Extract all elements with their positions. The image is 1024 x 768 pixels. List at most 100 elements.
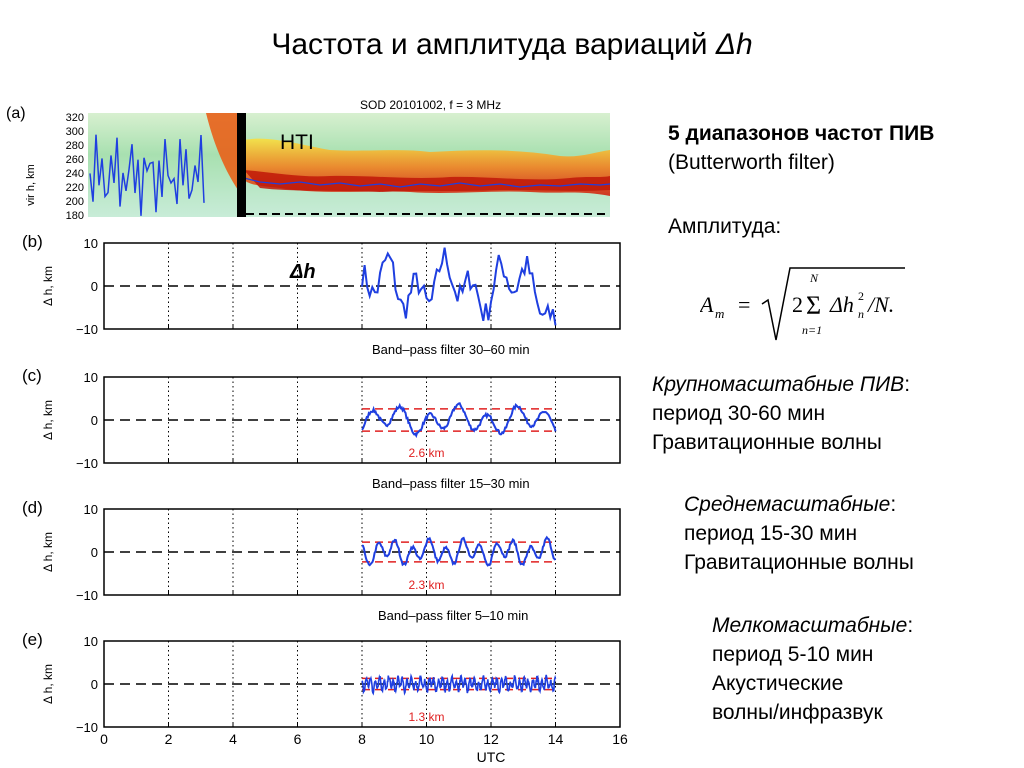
small-scale-period: период 5-10 мин [712,643,874,666]
panel-label: (b) [22,232,43,251]
formula-term-sub: n [858,307,864,321]
filter-title: Band–pass filter 30–60 min [372,342,530,357]
bands-title: 5 диапазонов частот ПИВ [668,122,935,145]
x-tick-label: 12 [483,731,499,747]
y-tick-label: −10 [76,322,98,337]
panel-a-ytick: 300 [66,126,84,138]
small-scale-title: Мелкомасштабные: [712,611,913,640]
hti-dawn-region [206,113,238,190]
panel-a-ytick: 220 [66,182,84,194]
panel-a-ytick: 240 [66,168,84,180]
large-scale-title: Крупномасштабные ПИВ: [652,370,910,399]
medium-scale-desc: Гравитационные волны [684,551,914,574]
y-tick-label: 0 [91,677,98,692]
dh-panels: 10 0 −10 (b) Δ h, km Δh Band–pass filter 30–60… [22,232,621,735]
y-axis-label: Δ h, km [41,532,55,572]
panel-d: 10 0 −10 (d) Δ h, km 2.3 km Band–pass filter 5… [22,498,621,623]
filter-title: Band–pass filter 5–10 min [378,608,528,623]
y-tick-label: 0 [91,279,98,294]
panel-a-ytick: 200 [66,196,84,208]
series-line [361,535,557,567]
panel-label: (c) [22,366,42,385]
series-line [361,672,557,696]
large-scale-colon: : [904,373,911,396]
panel-a-ytick: 320 [66,112,84,124]
panel-a-ylabel: vir h, km [25,164,37,206]
x-tick-label: 14 [548,731,564,747]
filter-title: Band–pass filter 15–30 min [372,476,530,491]
amplitude-label: Амплитуда: [668,215,782,238]
formula-two: 2 [792,292,803,317]
title-main: Частота и амплитуда вариаций [271,28,708,61]
y-tick-label: 10 [84,502,98,517]
x-tick-label: 8 [358,731,366,747]
x-tick-label: 10 [419,731,435,747]
y-axis-label: Δ h, km [41,266,55,306]
panel-annotation: Δh [289,261,316,283]
x-tick-label: 4 [229,731,237,747]
y-tick-label: 10 [84,634,98,649]
amplitude-label: 1.3 km [408,710,444,724]
x-axis-label: UTC [477,749,506,765]
formula-div: /N. [866,292,894,317]
y-tick-label: 10 [84,236,98,251]
formula-sum-top: N [809,271,819,285]
y-tick-label: 0 [91,413,98,428]
formula-sigma: Σ [806,291,821,320]
panel-a-ytick: 180 [66,210,84,222]
x-tick-label: 2 [165,731,173,747]
small-scale-block: Мелкомасштабные: период 5-10 мин Акустич… [712,611,913,727]
formula-term: Δh [829,292,854,317]
medium-scale-block: Среднемасштабные: период 15-30 мин Грави… [684,490,914,577]
large-scale-desc: Гравитационные волны [652,431,882,454]
formula-term-sup: 2 [858,289,864,303]
y-tick-label: 0 [91,545,98,560]
amplitude-label: 2.6 km [408,446,444,460]
panel-a-ytick: 260 [66,154,84,166]
hti-layer-trace [243,177,611,188]
formula-lhs: A [700,292,714,317]
series-line [361,247,557,326]
panel-label: (e) [22,630,43,649]
series-line [361,402,557,439]
filter-note: (Butterworth filter) [668,151,835,174]
y-axis-label: Δ h, km [41,664,55,704]
hti-annotation: HTI [280,131,314,154]
medium-scale-title: Среднемасштабные: [684,490,914,519]
panel-c: 10 0 −10 (c) Δ h, km 2.6 km Band–pass filter 1… [22,366,621,491]
y-tick-label: −10 [76,720,98,735]
x-tick-label: 16 [612,731,628,747]
small-scale-colon: : [907,614,914,637]
large-scale-block: Крупномасштабные ПИВ: период 30-60 мин Г… [652,370,910,457]
formula-sum-bottom: n=1 [802,323,822,337]
y-tick-label: −10 [76,588,98,603]
small-scale-desc-1: Акустические [712,672,844,695]
panel-b: 10 0 −10 (b) Δ h, km Δh Band–pass filter 30–60… [22,232,621,357]
y-tick-label: 10 [84,370,98,385]
slide-title: Частота и амплитуда вариаций Δh [0,28,1024,62]
small-scale-name: Мелкомасштабные [712,614,908,637]
title-variable: Δh [715,28,753,61]
x-tick-label: 0 [100,731,108,747]
y-tick-label: −10 [76,456,98,471]
medium-scale-period: период 15-30 мин [684,522,858,545]
formula-lhs-sub: m [715,306,724,321]
formula-eq: = [738,292,750,317]
medium-scale-colon: : [890,493,897,516]
medium-scale-name: Среднемасштабные [684,493,891,516]
amplitude-label: 2.3 km [408,578,444,592]
panel-a-header: SOD 20101002, f = 3 MHz [360,98,501,112]
amplitude-formula: A m = 2 N Σ n=1 Δh 2 n /N. [700,267,905,341]
panel-label: (d) [22,498,43,517]
small-scale-desc-2: волны/инфразвук [712,701,883,724]
utc-axis: 0 2 4 6 8 10 12 14 16 UTC [100,731,628,765]
figure: (a) SOD 20101002, f = 3 MHz vir h, km 32… [6,98,628,765]
panel-e: 10 0 −10 (e) Δ h, km 1.3 km [22,630,621,735]
large-scale-period: период 30-60 мин [652,402,826,425]
panel-a-yticks: 320 300 280 260 240 220 200 180 [66,112,84,222]
panel-a-ytick: 280 [66,140,84,152]
large-scale-name: Крупномасштабные ПИВ [652,373,905,396]
panel-a-label: (a) [6,105,26,122]
hti-trace-left [89,134,205,216]
y-axis-label: Δ h, km [41,400,55,440]
